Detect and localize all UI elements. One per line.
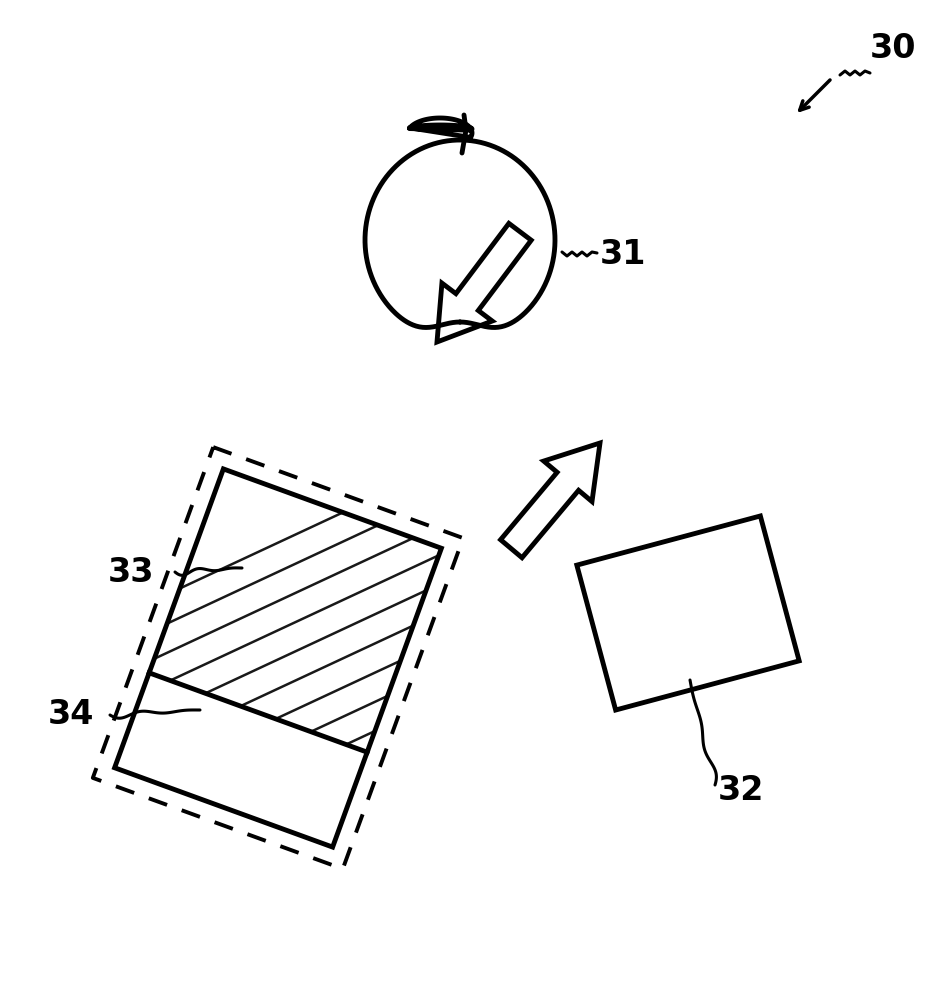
Text: 32: 32 — [718, 773, 764, 807]
Polygon shape — [577, 516, 799, 710]
Text: 34: 34 — [48, 699, 94, 732]
Polygon shape — [500, 443, 600, 557]
Text: 31: 31 — [600, 239, 647, 271]
Text: 30: 30 — [870, 32, 917, 64]
Text: 33: 33 — [108, 555, 154, 588]
Polygon shape — [437, 224, 531, 342]
Polygon shape — [115, 469, 441, 847]
